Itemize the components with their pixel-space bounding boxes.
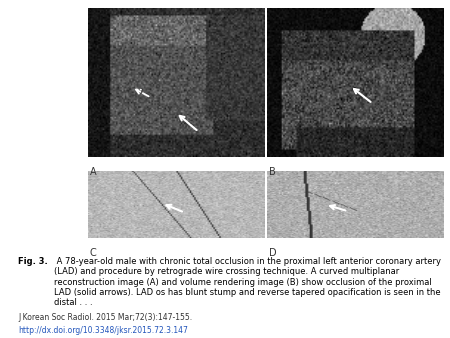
Text: C: C — [90, 248, 97, 258]
Text: A 78-year-old male with chronic total occlusion in the proximal left anterior co: A 78-year-old male with chronic total oc… — [54, 257, 441, 307]
Text: Fig. 3.: Fig. 3. — [18, 257, 48, 266]
Text: http://dx.doi.org/10.3348/jksr.2015.72.3.147: http://dx.doi.org/10.3348/jksr.2015.72.3… — [18, 326, 188, 335]
Text: J Korean Soc Radiol. 2015 Mar;72(3):147-155.: J Korean Soc Radiol. 2015 Mar;72(3):147-… — [18, 313, 192, 322]
Text: B: B — [269, 167, 276, 177]
Text: D: D — [269, 248, 277, 258]
Text: A: A — [90, 167, 97, 177]
